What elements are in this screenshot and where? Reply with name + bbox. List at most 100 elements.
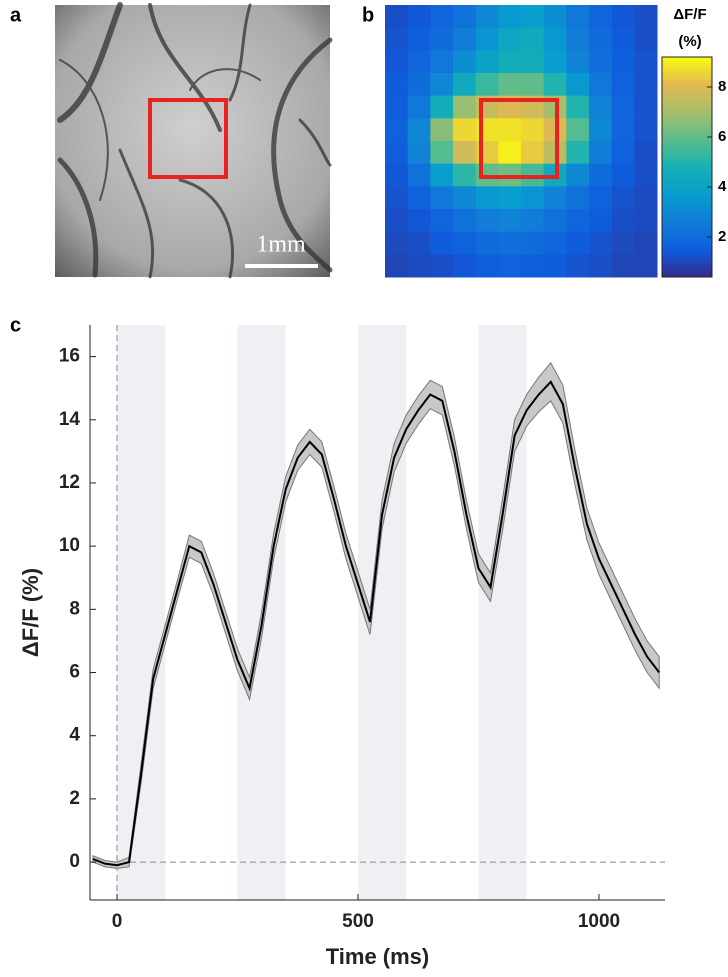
- colorbar-tick-label: 6: [718, 128, 726, 145]
- heat-cell: [475, 27, 499, 51]
- heat-cell: [385, 254, 409, 278]
- heat-cell: [634, 163, 658, 187]
- y-tick-label: 0: [69, 851, 80, 872]
- colorbar-tick-label: 8: [718, 78, 726, 95]
- heat-cell: [498, 118, 522, 142]
- colorbar-swatch: [662, 251, 712, 256]
- heat-cell: [407, 27, 431, 51]
- heat-cell: [521, 209, 545, 233]
- colorbar-tick-label: 4: [718, 178, 727, 195]
- colorbar-swatch: [662, 167, 712, 172]
- heat-cell: [498, 254, 522, 278]
- heat-cell: [407, 186, 431, 210]
- x-tick-label: 500: [342, 911, 374, 932]
- colorbar-swatch: [662, 71, 712, 76]
- colorbar-swatch: [662, 170, 712, 175]
- colorbar-swatch: [662, 148, 712, 153]
- colorbar-swatch: [662, 86, 712, 91]
- heat-cell: [498, 141, 522, 165]
- y-axis-label: ΔF/F (%): [18, 568, 43, 657]
- colorbar-swatch: [662, 240, 712, 245]
- heat-cell: [407, 50, 431, 74]
- heat-cell: [498, 209, 522, 233]
- heat-cell: [385, 163, 409, 187]
- colorbar-swatch: [662, 104, 712, 109]
- heat-cell: [453, 50, 477, 74]
- heat-cell: [430, 50, 454, 74]
- heat-cell: [407, 5, 431, 29]
- heat-cell: [589, 95, 613, 119]
- heat-cell: [543, 50, 567, 74]
- colorbar-swatch: [662, 79, 712, 84]
- heat-cell: [521, 50, 545, 74]
- mean-line: [92, 380, 661, 867]
- heat-cell: [634, 95, 658, 119]
- colorbar-swatch: [662, 233, 712, 238]
- colorbar-swatch: [662, 108, 712, 113]
- heat-cell: [521, 231, 545, 255]
- heat-cell: [589, 163, 613, 187]
- heat-cell: [521, 254, 545, 278]
- heat-cell: [589, 141, 613, 165]
- heat-cell: [566, 95, 590, 119]
- heat-cell: [453, 141, 477, 165]
- heat-cell: [385, 27, 409, 51]
- heat-cell: [611, 73, 635, 97]
- heat-cell: [566, 50, 590, 74]
- colorbar-swatch: [662, 262, 712, 267]
- x-tick-label: 1000: [578, 911, 620, 932]
- heat-cell: [498, 5, 522, 29]
- heat-cell: [611, 254, 635, 278]
- colorbar-swatch: [662, 112, 712, 117]
- heat-cell: [634, 186, 658, 210]
- heat-cell: [589, 50, 613, 74]
- y-tick-label: 10: [59, 535, 80, 556]
- colorbar-swatch: [662, 123, 712, 128]
- heat-cell: [589, 27, 613, 51]
- heat-cell: [543, 209, 567, 233]
- heat-cell: [611, 231, 635, 255]
- colorbar-swatch: [662, 156, 712, 161]
- heat-cell: [566, 209, 590, 233]
- colorbar-swatch: [662, 57, 712, 62]
- heat-cell: [543, 73, 567, 97]
- colorbar-swatch: [662, 192, 712, 197]
- y-tick-label: 6: [69, 662, 80, 683]
- heat-cell: [611, 186, 635, 210]
- colorbar-swatch: [662, 189, 712, 194]
- roi-box: [479, 98, 559, 179]
- heat-cell: [634, 27, 658, 51]
- heat-cell: [498, 27, 522, 51]
- heat-cell: [430, 209, 454, 233]
- heat-cell: [634, 209, 658, 233]
- heat-cell: [611, 118, 635, 142]
- heat-cell: [385, 186, 409, 210]
- heat-cell: [430, 231, 454, 255]
- colorbar-swatch: [662, 269, 712, 274]
- heat-cell: [475, 50, 499, 74]
- heat-cell: [407, 209, 431, 233]
- heat-cell: [453, 95, 477, 119]
- heat-cell: [589, 231, 613, 255]
- heat-cell: [611, 141, 635, 165]
- heat-cell: [385, 209, 409, 233]
- colorbar-swatch: [662, 229, 712, 234]
- colorbar-swatch: [662, 141, 712, 146]
- heat-cell: [634, 254, 658, 278]
- colorbar-swatch: [662, 134, 712, 139]
- colorbar-swatch: [662, 266, 712, 271]
- x-tick-label: 0: [112, 911, 123, 932]
- heat-cell: [611, 95, 635, 119]
- colorbar-unit: (%): [678, 33, 701, 50]
- heat-cell: [407, 163, 431, 187]
- colorbar-swatch: [662, 218, 712, 223]
- heat-cell: [634, 118, 658, 142]
- colorbar: 2 4 6 8: [661, 56, 727, 278]
- heat-cell: [453, 231, 477, 255]
- colorbar-swatch: [662, 68, 712, 73]
- heat-cell: [407, 118, 431, 142]
- heat-cell: [430, 5, 454, 29]
- colorbar-swatch: [662, 75, 712, 80]
- heatmap: [385, 5, 658, 278]
